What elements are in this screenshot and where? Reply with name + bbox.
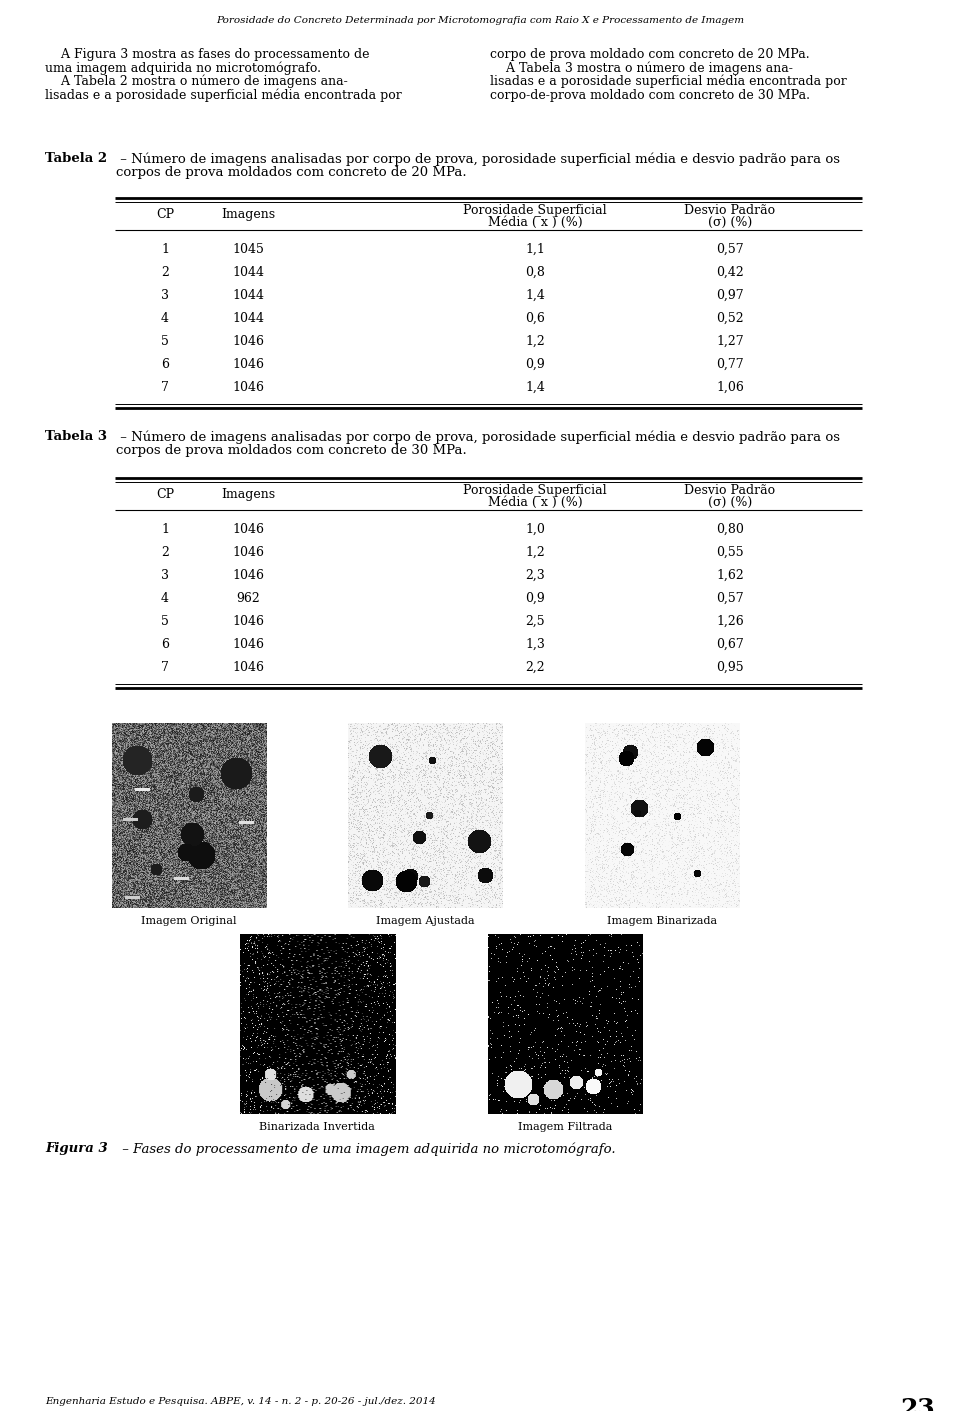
Text: 0,6: 0,6 (525, 312, 545, 325)
Text: Tabela 2: Tabela 2 (45, 152, 108, 165)
Text: Tabela 3: Tabela 3 (45, 430, 107, 443)
Text: 0,95: 0,95 (716, 660, 744, 674)
Text: A Tabela 2 mostra o número de imagens ana-: A Tabela 2 mostra o número de imagens an… (45, 75, 348, 89)
Text: 2,5: 2,5 (525, 615, 545, 628)
Text: – Número de imagens analisadas por corpo de prova, porosidade superficial média : – Número de imagens analisadas por corpo… (116, 152, 840, 165)
Text: 1046: 1046 (232, 660, 264, 674)
Text: 1,3: 1,3 (525, 638, 545, 650)
Text: lisadas e a porosidade superficial média encontrada por: lisadas e a porosidade superficial média… (45, 89, 401, 102)
Text: corpos de prova moldados com concreto de 30 MPa.: corpos de prova moldados com concreto de… (116, 444, 467, 457)
Text: 6: 6 (161, 638, 169, 650)
Text: uma imagem adquirida no microtomógrafo.: uma imagem adquirida no microtomógrafo. (45, 62, 321, 75)
Text: 3: 3 (161, 569, 169, 581)
Text: 1046: 1046 (232, 358, 264, 371)
Text: 1044: 1044 (232, 289, 264, 302)
Text: (σ) (%): (σ) (%) (708, 497, 752, 509)
Text: Imagem Binarizada: Imagem Binarizada (607, 916, 717, 926)
Text: 1,27: 1,27 (716, 334, 744, 349)
Text: 0,57: 0,57 (716, 593, 744, 605)
Text: 1: 1 (161, 523, 169, 536)
Text: 1: 1 (161, 243, 169, 255)
Text: 1046: 1046 (232, 334, 264, 349)
Text: 6: 6 (161, 358, 169, 371)
Text: Desvio Padrão: Desvio Padrão (684, 205, 776, 217)
Text: 2: 2 (161, 546, 169, 559)
Text: – Número de imagens analisadas por corpo de prova, porosidade superficial média : – Número de imagens analisadas por corpo… (116, 430, 840, 443)
Text: 4: 4 (161, 593, 169, 605)
Text: Imagens: Imagens (221, 207, 276, 222)
Text: 1045: 1045 (232, 243, 264, 255)
Text: 5: 5 (161, 615, 169, 628)
Text: Figura 3: Figura 3 (45, 1141, 108, 1156)
Text: Imagens: Imagens (221, 488, 276, 501)
Text: 1,2: 1,2 (525, 334, 545, 349)
Text: 1,06: 1,06 (716, 381, 744, 394)
Text: corpo de prova moldado com concreto de 20 MPa.: corpo de prova moldado com concreto de 2… (490, 48, 809, 61)
Text: 2,3: 2,3 (525, 569, 545, 581)
Text: 1046: 1046 (232, 615, 264, 628)
Text: – Fases do processamento de uma imagem adquirida no microtomógrafo.: – Fases do processamento de uma imagem a… (118, 1141, 615, 1156)
Text: 4: 4 (161, 312, 169, 325)
Text: Engenharia Estudo e Pesquisa. ABPE, v. 14 - n. 2 - p. 20-26 - jul./dez. 2014: Engenharia Estudo e Pesquisa. ABPE, v. 1… (45, 1397, 436, 1405)
Text: 1046: 1046 (232, 546, 264, 559)
Text: 0,8: 0,8 (525, 267, 545, 279)
Text: 0,80: 0,80 (716, 523, 744, 536)
Text: 0,9: 0,9 (525, 358, 545, 371)
Text: A Figura 3 mostra as fases do processamento de: A Figura 3 mostra as fases do processame… (45, 48, 370, 61)
Text: corpos de prova moldados com concreto de 20 MPa.: corpos de prova moldados com concreto de… (116, 166, 467, 179)
Text: 7: 7 (161, 660, 169, 674)
Text: Porosidade Superficial: Porosidade Superficial (463, 484, 607, 497)
Text: 0,97: 0,97 (716, 289, 744, 302)
Text: 0,57: 0,57 (716, 243, 744, 255)
Text: corpo-de-prova moldado com concreto de 30 MPa.: corpo-de-prova moldado com concreto de 3… (490, 89, 810, 102)
Text: Imagem Original: Imagem Original (141, 916, 237, 926)
Text: 1,2: 1,2 (525, 546, 545, 559)
Text: 1044: 1044 (232, 267, 264, 279)
Text: A Tabela 3 mostra o número de imagens ana-: A Tabela 3 mostra o número de imagens an… (490, 62, 793, 75)
Text: 1,1: 1,1 (525, 243, 545, 255)
Text: 7: 7 (161, 381, 169, 394)
Text: lisadas e a porosidade superficial média encontrada por: lisadas e a porosidade superficial média… (490, 75, 847, 89)
Text: (σ) (%): (σ) (%) (708, 216, 752, 229)
Text: 1,62: 1,62 (716, 569, 744, 581)
Text: 1,0: 1,0 (525, 523, 545, 536)
Text: 1044: 1044 (232, 312, 264, 325)
Text: 1046: 1046 (232, 523, 264, 536)
Text: Imagem Ajustada: Imagem Ajustada (375, 916, 474, 926)
Text: Porosidade Superficial: Porosidade Superficial (463, 205, 607, 217)
Text: 3: 3 (161, 289, 169, 302)
Text: 1046: 1046 (232, 381, 264, 394)
Text: 1,26: 1,26 (716, 615, 744, 628)
Text: 5: 5 (161, 334, 169, 349)
Text: 0,67: 0,67 (716, 638, 744, 650)
Text: Imagem Filtrada: Imagem Filtrada (517, 1122, 612, 1132)
Text: Média ( ̅x ) (%): Média ( ̅x ) (%) (488, 216, 583, 229)
Text: 2,2: 2,2 (525, 660, 545, 674)
Text: CP: CP (156, 207, 174, 222)
Text: Média ( ̅x ) (%): Média ( ̅x ) (%) (488, 497, 583, 509)
Text: 0,9: 0,9 (525, 593, 545, 605)
Text: 0,55: 0,55 (716, 546, 744, 559)
Text: 0,42: 0,42 (716, 267, 744, 279)
Text: Porosidade do Concreto Determinada por Microtomografia com Raio X e Processament: Porosidade do Concreto Determinada por M… (216, 16, 744, 25)
Text: 0,52: 0,52 (716, 312, 744, 325)
Text: 962: 962 (236, 593, 260, 605)
Text: 1,4: 1,4 (525, 289, 545, 302)
Text: CP: CP (156, 488, 174, 501)
Text: 23: 23 (900, 1397, 935, 1411)
Text: Desvio Padrão: Desvio Padrão (684, 484, 776, 497)
Text: Binarizada Invertida: Binarizada Invertida (259, 1122, 375, 1132)
Text: 1,4: 1,4 (525, 381, 545, 394)
Text: 1046: 1046 (232, 638, 264, 650)
Text: 1046: 1046 (232, 569, 264, 581)
Text: 0,77: 0,77 (716, 358, 744, 371)
Text: 2: 2 (161, 267, 169, 279)
